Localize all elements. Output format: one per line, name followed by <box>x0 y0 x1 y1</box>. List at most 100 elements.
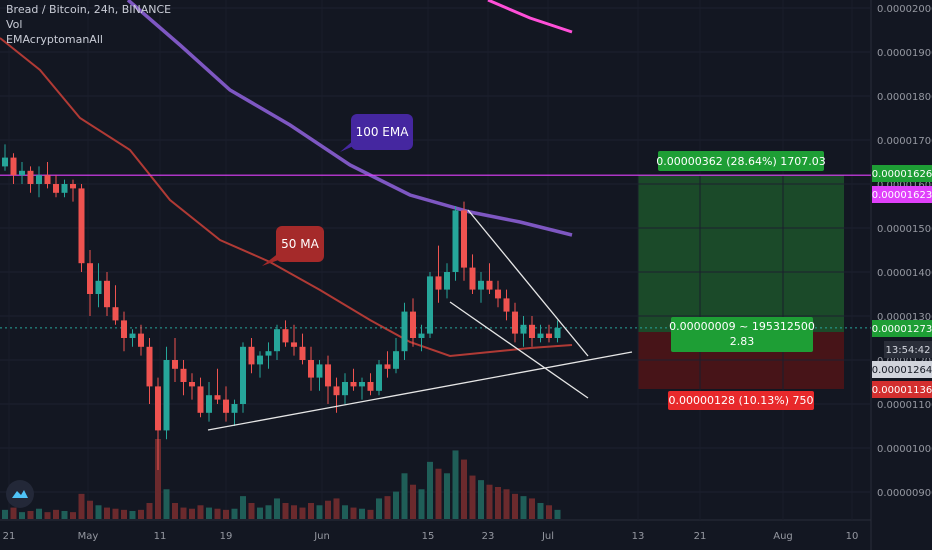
candle-body <box>138 333 144 347</box>
volume-bar <box>265 505 272 519</box>
resistance-price-badge: 0.00001623 <box>872 186 932 203</box>
volume-bar <box>299 507 306 519</box>
candle-body <box>274 329 280 352</box>
volume-bar <box>189 508 195 519</box>
chart-logo-icon <box>12 490 28 498</box>
candle-body <box>189 382 195 387</box>
candle-body <box>146 346 153 387</box>
ema-indicator-label[interactable]: EMAcryptomanAll <box>6 33 103 46</box>
y-tick-label: 0.00001700 <box>877 136 932 147</box>
volume-bar <box>87 500 93 519</box>
candle-body <box>10 157 17 176</box>
profit-zone <box>638 175 844 332</box>
falling-wedge-lower-line[interactable] <box>449 301 589 399</box>
volume-bar <box>78 493 85 519</box>
candle-body <box>410 311 416 338</box>
candle-body <box>384 364 391 369</box>
candle-body <box>367 382 374 391</box>
candle-body <box>197 386 204 413</box>
x-tick-label: Aug <box>773 531 793 542</box>
ma50-callout-label: 50 MA <box>281 237 319 251</box>
candle-body <box>520 324 527 334</box>
candle-body <box>172 360 178 369</box>
volume-bar <box>333 498 340 519</box>
volume-bar <box>274 498 280 519</box>
candle-body <box>452 210 459 272</box>
entry-label: 0.00000009 ~ 195312500 <box>669 320 815 333</box>
candle-body <box>240 346 246 404</box>
volume-bar <box>248 503 255 519</box>
candle-body <box>27 170 34 184</box>
volume-bar <box>163 489 170 519</box>
x-tick-label: 23 <box>482 531 495 542</box>
volume-bar <box>214 508 221 519</box>
candle-body <box>418 333 425 338</box>
volume-bar <box>112 508 119 519</box>
volume-bar <box>461 459 467 519</box>
loss-label-box[interactable]: 0.00000128 (10.13%) 750 <box>668 391 814 410</box>
countdown-badge: 13:54:42 <box>884 341 932 358</box>
entry-price-badge: 0.00001264 <box>872 361 932 378</box>
volume-bar <box>138 509 144 519</box>
candle-body <box>104 280 110 308</box>
y-tick-label: 0.00001300 <box>877 312 932 323</box>
y-tick-label: 0.00001500 <box>877 224 932 235</box>
candle-body <box>554 327 561 338</box>
volume-bar <box>282 503 289 519</box>
candle-layer <box>2 144 561 470</box>
ema100-callout[interactable]: 100 EMA <box>340 114 413 152</box>
y-tick-label: 0.00001900 <box>877 48 932 59</box>
candle-body <box>316 364 323 378</box>
y-tick-label: 0.00002000 <box>877 4 932 15</box>
candle-body <box>53 184 59 193</box>
volume-bar <box>231 508 238 519</box>
ma50-callout[interactable]: 50 MA <box>262 226 324 266</box>
candle-body <box>129 333 136 338</box>
volume-bar <box>418 489 425 519</box>
target-price-text: 0.00001626 <box>872 169 932 180</box>
volume-bar <box>452 450 459 519</box>
falling-wedge-upper-line[interactable] <box>467 209 589 357</box>
candle-body <box>155 386 161 431</box>
profit-label-box[interactable]: 0.00000362 (28.64%) 1707.03 <box>656 151 826 171</box>
tradingview-logo[interactable] <box>6 480 34 508</box>
volume-bar <box>36 508 42 519</box>
stop-price-text: 0.00001136 <box>872 385 932 396</box>
candle-body <box>70 184 76 189</box>
volume-bar <box>95 505 102 519</box>
x-tick-label: Jul <box>541 531 554 542</box>
resistance-price-text: 0.00001623 <box>872 190 932 201</box>
candle-body <box>350 382 357 387</box>
entry-label-box[interactable]: 0.00000009 ~ 195312500 2.83 <box>669 317 815 352</box>
volume-bar <box>240 496 246 519</box>
volume-bar <box>444 473 450 519</box>
volume-bar <box>393 491 399 519</box>
candle-body <box>333 386 340 396</box>
ascending-trendline[interactable] <box>207 351 633 431</box>
volume-bar <box>70 512 76 519</box>
volume-bar <box>512 493 518 519</box>
volume-bar <box>342 505 348 519</box>
volume-bar <box>410 484 416 519</box>
vol-indicator-label[interactable]: Vol <box>6 18 23 31</box>
volume-bar <box>308 503 314 519</box>
ema-top-line <box>487 0 573 34</box>
ma50-line <box>0 37 573 358</box>
volume-bar <box>401 473 408 519</box>
symbol-title[interactable]: Bread / Bitcoin, 24h, BINANCE <box>6 3 172 16</box>
candle-body <box>478 280 484 290</box>
candle-body <box>87 263 93 294</box>
x-tick-label: 11 <box>154 531 167 542</box>
candle-body <box>427 276 433 334</box>
candle-body <box>206 395 212 413</box>
time-axis[interactable]: 21 May 11 19 Jun 15 23 Jul 13 21 Aug 10 <box>3 531 859 542</box>
candle-body <box>503 298 510 312</box>
x-tick-label: May <box>78 531 99 542</box>
candle-body <box>78 188 85 264</box>
countdown-text: 13:54:42 <box>886 345 931 356</box>
candle-body <box>495 289 501 299</box>
volume-bar <box>121 509 127 519</box>
candle-body <box>121 320 127 338</box>
current-price-text: 0.00001273 <box>872 324 932 335</box>
